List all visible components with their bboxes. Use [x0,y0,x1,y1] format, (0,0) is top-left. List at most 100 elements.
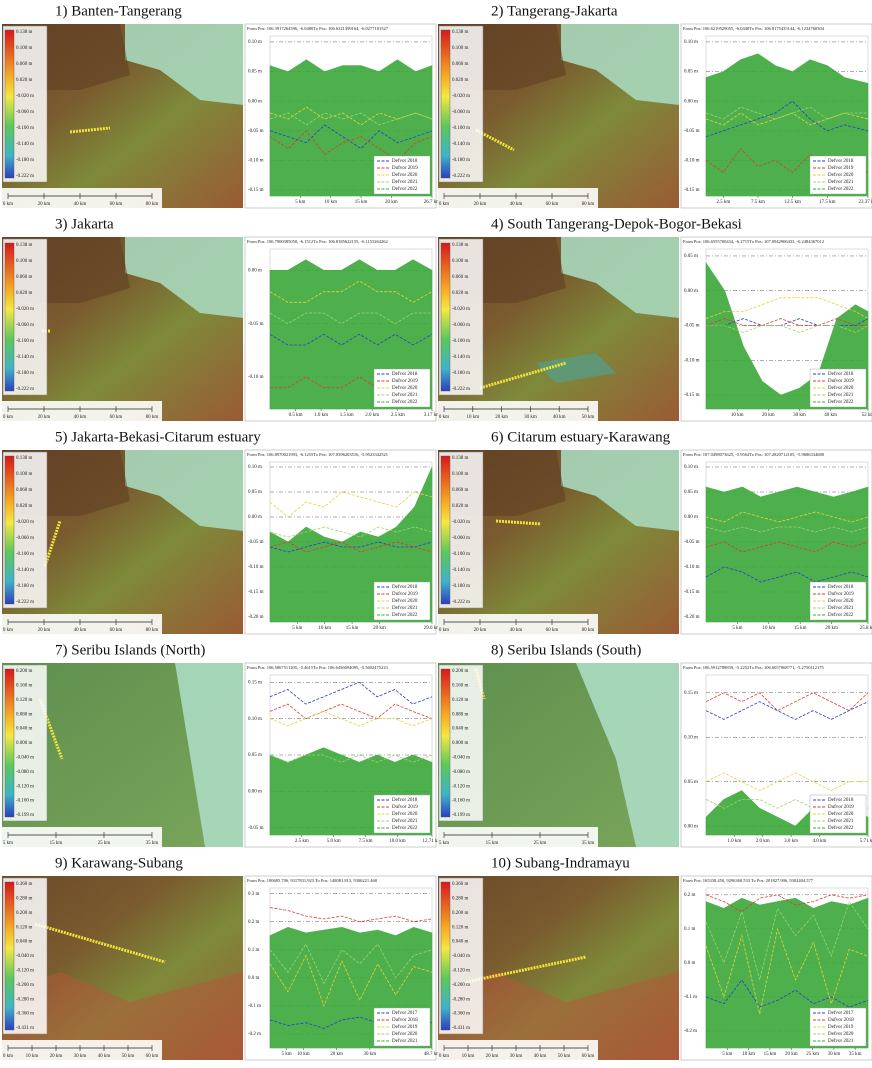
colorbar-label: -0.280 m [452,997,470,1002]
profile-chart: From Pos: 106.8970021993, -6.1255To Pos:… [245,450,440,634]
colorbar-label: 0.080 m [452,712,469,717]
y-tick-label: -0.10 m [684,565,700,570]
y-tick-label: -0.15 m [248,188,264,193]
colorbar-label: 0.200 m [452,669,469,674]
legend-label: Defvor 2021 [392,606,418,611]
colorbar-label: -0.222 m [452,387,470,392]
colorbar-label: -0.160 m [16,799,34,804]
colorbar-label: 0.020 m [452,504,469,509]
legend-label: Defvor 2018 [828,372,854,377]
colorbar-label: 0.100 m [452,46,469,51]
colorbar-label: 0.138 m [16,456,33,461]
x-tick-label: 23.37 km [859,200,872,205]
scalebar-label: 40 km [553,415,566,420]
colorbar-label: -0.140 m [452,355,470,360]
x-tick-label: 10 km [742,1052,755,1057]
x-tick-label: 12.5 km [784,200,801,205]
y-tick-label: -0.05 m [248,826,264,831]
x-tick-label: 10 km [762,626,775,631]
colorbar-label: -0.060 m [452,110,470,115]
scalebar-frame [2,827,162,847]
scalebar-label: 80 km [582,202,595,207]
legend-label: Defvor 2018 [828,159,854,164]
y-tick-label: 0.00 m [248,268,262,273]
scalebar-label: 0 km [439,415,449,420]
colorbar-label: 0.120 m [16,698,33,703]
scalebar-label: 40 km [510,628,523,633]
colorbar-label: 0.160 m [16,684,33,689]
y-tick-label: 0.05 m [684,70,698,75]
x-tick-label: 29.6 km [424,626,441,631]
legend-label: Defvor 2018 [392,159,418,164]
x-tick-label: 10 km [731,413,744,418]
colorbar-label: -0.140 m [16,142,34,147]
panel-title: 4) South Tangerang-Depok-Bogor-Bekasi [491,216,742,232]
scalebar-label: 40 km [74,628,87,633]
scalebar-label: 20 km [474,628,487,633]
legend-label: Defvor 2020 [392,812,418,817]
x-tick-label: 2.5 km [716,200,730,205]
y-tick-label: 0.00 m [248,99,262,104]
colorbar [5,669,14,817]
panel-title: 9) Karawang-Subang [55,855,183,871]
scalebar-label: 50 km [582,415,595,420]
scalebar-label: 40 km [510,202,523,207]
figure: 1) Banten-Tangerang0.138 m0.100 m0.060 m… [0,0,872,1063]
x-tick-label: 7.5 km [751,200,765,205]
colorbar-label: 0.100 m [452,472,469,477]
colorbar-label: -0.222 m [16,174,34,179]
colorbar-label: 0.200 m [16,669,33,674]
map: 0.360 m0.280 m0.200 m0.120 m0.040 m-0.04… [438,876,679,1060]
colorbar-label: 0.000 m [452,741,469,746]
colorbar [441,456,450,604]
y-tick-label: 0.2 m [684,893,696,898]
x-tick-label: 20 km [330,1052,343,1057]
x-tick-label: 35 km [849,1052,862,1057]
profile-chart: From Pos: 106.5867511205, -5.4615To Pos:… [245,663,442,847]
colorbar-label: -0.040 m [16,756,34,761]
legend-label: Defvor 2022 [392,187,418,192]
scalebar-label: 30 km [524,415,537,420]
colorbar-label: -0.120 m [16,969,34,974]
scalebar-label: 0 km [439,628,449,633]
colorbar-label: 0.060 m [452,488,469,493]
panel: 6) Citarum estuary-Karawang0.138 m0.100 … [438,429,872,634]
panel-title: 7) Seribu Islands (North) [55,642,205,658]
map: 0.138 m0.100 m0.060 m0.020 m-0.020 m-0.0… [438,450,679,634]
profile-chart: From Pos: 107.0498073625, -5.9564To Pos:… [681,450,872,634]
x-tick-label: 10 km [297,1052,310,1057]
scalebar-label: 0 km [3,1054,13,1059]
map: 0.138 m0.100 m0.060 m0.020 m-0.020 m-0.0… [2,24,243,208]
colorbar-label: 0.360 m [452,882,469,887]
colorbar-label: -0.222 m [452,174,470,179]
legend-label: Defvor 2018 [828,585,854,590]
x-tick-label: 5 km [292,626,302,631]
y-tick-label: -0.15 m [684,590,700,595]
legend-label: Defvor 2022 [828,400,854,405]
colorbar-label: -0.140 m [452,142,470,147]
legend-label: Defvor 2020 [828,812,854,817]
panel-title: 8) Seribu Islands (South) [491,642,641,658]
colorbar-label: -0.199 m [452,813,470,818]
x-tick-label: 0.5 km [289,413,303,418]
colorbar-label: 0.080 m [16,712,33,717]
scalebar-label: 0 km [3,202,13,207]
panel-title: 1) Banten-Tangerang [55,3,182,19]
x-tick-label: 5 km [722,1052,732,1057]
panel: 9) Karawang-Subang0.360 m0.280 m0.200 m0… [2,855,440,1060]
colorbar-label: 0.200 m [16,911,33,916]
colorbar-label: 0.138 m [16,243,33,248]
colorbar-label: -0.060 m [452,536,470,541]
x-tick-label: 20 km [373,626,386,631]
legend-label: Defvor 2019 [392,1025,418,1030]
legend-label: Defvor 2018 [828,798,854,803]
colorbar [441,669,450,817]
scalebar-label: 0 km [439,202,449,207]
panel: 10) Subang-Indramayu0.360 m0.280 m0.200 … [438,855,872,1060]
colorbar-label: -0.280 m [16,997,34,1002]
y-tick-label: 0.10 m [248,40,262,45]
y-tick-label: 0.05 m [248,70,262,75]
colorbar-label: -0.180 m [452,158,470,163]
colorbar-label: 0.120 m [452,925,469,930]
x-tick-label: 40 km [824,413,837,418]
